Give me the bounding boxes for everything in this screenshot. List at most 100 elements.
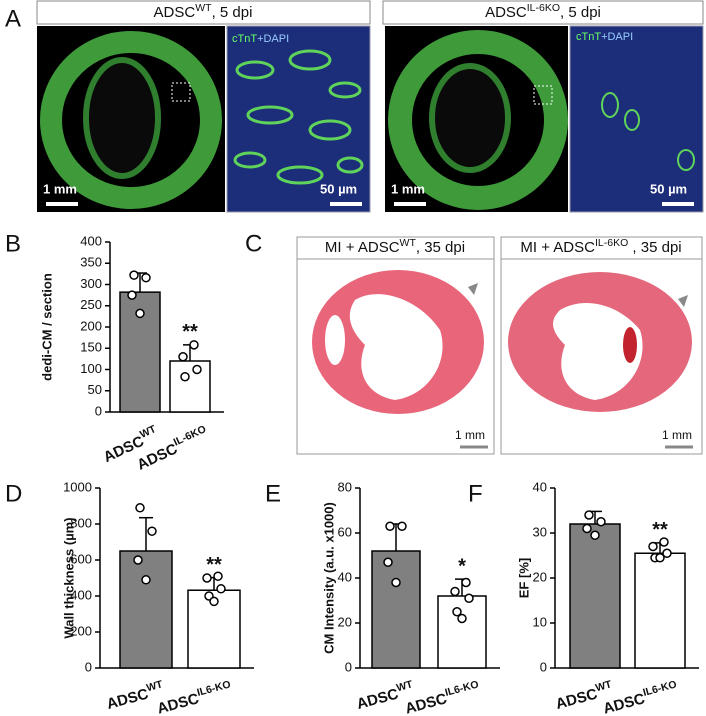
- y-tick-label: 0: [540, 659, 547, 674]
- data-point: [662, 548, 672, 558]
- title-part: , 35 dpi: [628, 239, 681, 256]
- y-axis-label: dedi-CM / section: [39, 273, 54, 381]
- data-point: [385, 521, 395, 531]
- y-tick-label: 0: [95, 403, 102, 418]
- data-point: [141, 272, 151, 283]
- y-tick-label: 60: [338, 524, 352, 539]
- data-point: [659, 537, 669, 547]
- bar: [371, 550, 421, 669]
- data-point: [648, 541, 658, 552]
- data-point: [457, 613, 467, 624]
- error-bar: [139, 516, 153, 551]
- title-part: MI + ADSC: [520, 239, 595, 256]
- data-point: [461, 577, 471, 588]
- data-point: [209, 596, 219, 607]
- y-tick-label: 20: [338, 614, 352, 629]
- data-point: [383, 557, 393, 567]
- category-base: ADSC: [601, 690, 647, 716]
- bar: [169, 360, 211, 413]
- data-point: [147, 526, 157, 536]
- image-title: MI + ADSCIL-6KO , 35 dpi: [520, 237, 681, 256]
- image-title: ADSCIL-6KO, 5 dpi: [485, 2, 601, 21]
- data-point: [584, 510, 594, 520]
- scale-label: 1 mm: [43, 181, 77, 196]
- category-sup: IL-6KO: [172, 423, 208, 448]
- y-tick-label: 20: [533, 569, 547, 584]
- x-tick-label: ADSCIL6-KO: [403, 678, 483, 716]
- data-point: [582, 523, 592, 534]
- data-point: [129, 270, 139, 280]
- category-base: ADSC: [554, 685, 600, 712]
- title-part: , 35 dpi: [416, 239, 465, 256]
- data-point: [216, 584, 226, 594]
- x-tick-label: ADSCIL6-KO: [155, 678, 235, 716]
- panel-letter: D: [5, 480, 22, 507]
- data-point: [391, 577, 401, 588]
- title-part: , 5 dpi: [212, 4, 253, 21]
- y-tick-label: 200: [70, 623, 92, 638]
- title-sup: IL-6KO: [595, 237, 628, 249]
- title-part: MI + ADSC: [325, 239, 400, 256]
- y-tick-label: 400: [70, 587, 92, 602]
- bar: [119, 550, 173, 669]
- micrograph-zoom: [226, 25, 371, 213]
- y-tick-label: 800: [70, 515, 92, 530]
- bar: [634, 552, 686, 669]
- significance: **: [652, 519, 668, 541]
- data-point: [202, 573, 212, 583]
- micrograph-zoom: [569, 25, 704, 213]
- y-tick-label: 300: [80, 276, 102, 291]
- data-point: [452, 607, 462, 617]
- title-sup: IL-6KO: [527, 2, 560, 14]
- scale-label: 1 mm: [391, 181, 425, 196]
- y-tick-label: 40: [533, 479, 547, 494]
- y-tick-label: 40: [338, 569, 352, 584]
- y-axis-label: EF [%]: [516, 558, 531, 598]
- data-point: [141, 575, 151, 585]
- data-point: [596, 517, 606, 527]
- significance: **: [182, 321, 198, 343]
- y-tick-label: 600: [70, 551, 92, 566]
- significance: **: [206, 554, 222, 576]
- image-title: MI + ADSCWT, 35 dpi: [325, 237, 465, 256]
- title-part: , 5 dpi: [560, 4, 601, 21]
- y-tick-label: 0: [345, 659, 352, 674]
- category-base: ADSC: [105, 685, 151, 712]
- data-point: [213, 571, 223, 581]
- histology-image: [312, 270, 488, 449]
- stain-label: cTnT+DAPI: [232, 33, 289, 45]
- y-tick-label: 350: [80, 255, 102, 270]
- data-point: [189, 340, 199, 350]
- y-tick-label: 1000: [63, 479, 92, 494]
- stain-part: cTnT: [576, 31, 601, 43]
- bar: [569, 523, 621, 669]
- category-sup: WT: [145, 678, 164, 694]
- bar: [437, 595, 487, 669]
- scale-label: 1 mm: [662, 428, 692, 442]
- panel-letter: B: [5, 230, 21, 257]
- data-point: [590, 530, 600, 540]
- title-sup: WT: [195, 2, 212, 14]
- title-sup: WT: [400, 237, 417, 249]
- y-tick-label: 200: [80, 318, 102, 333]
- title-part: ADSC: [154, 4, 196, 21]
- category-sup: WT: [395, 678, 414, 694]
- category-sup: IL6-KO: [444, 678, 480, 699]
- category-sup: IL6-KO: [196, 678, 232, 699]
- y-tick-label: 30: [533, 524, 547, 539]
- data-point: [178, 352, 188, 362]
- y-tick-label: 80: [338, 479, 352, 494]
- data-point: [135, 308, 145, 319]
- title-part: ADSC: [485, 4, 527, 21]
- significance: *: [458, 555, 466, 577]
- histology-image: [508, 272, 693, 449]
- y-axis-label: CM Intensity (a.u. x1000): [321, 502, 336, 654]
- category-sup: WT: [594, 678, 613, 694]
- data-point: [133, 555, 143, 565]
- micrograph-overview: [385, 26, 568, 212]
- y-tick-label: 10: [533, 614, 547, 629]
- data-point: [655, 553, 665, 563]
- data-point: [127, 290, 137, 300]
- y-axis-label: Wall thickness (µm): [61, 517, 76, 638]
- category-sup: IL6-KO: [642, 678, 678, 699]
